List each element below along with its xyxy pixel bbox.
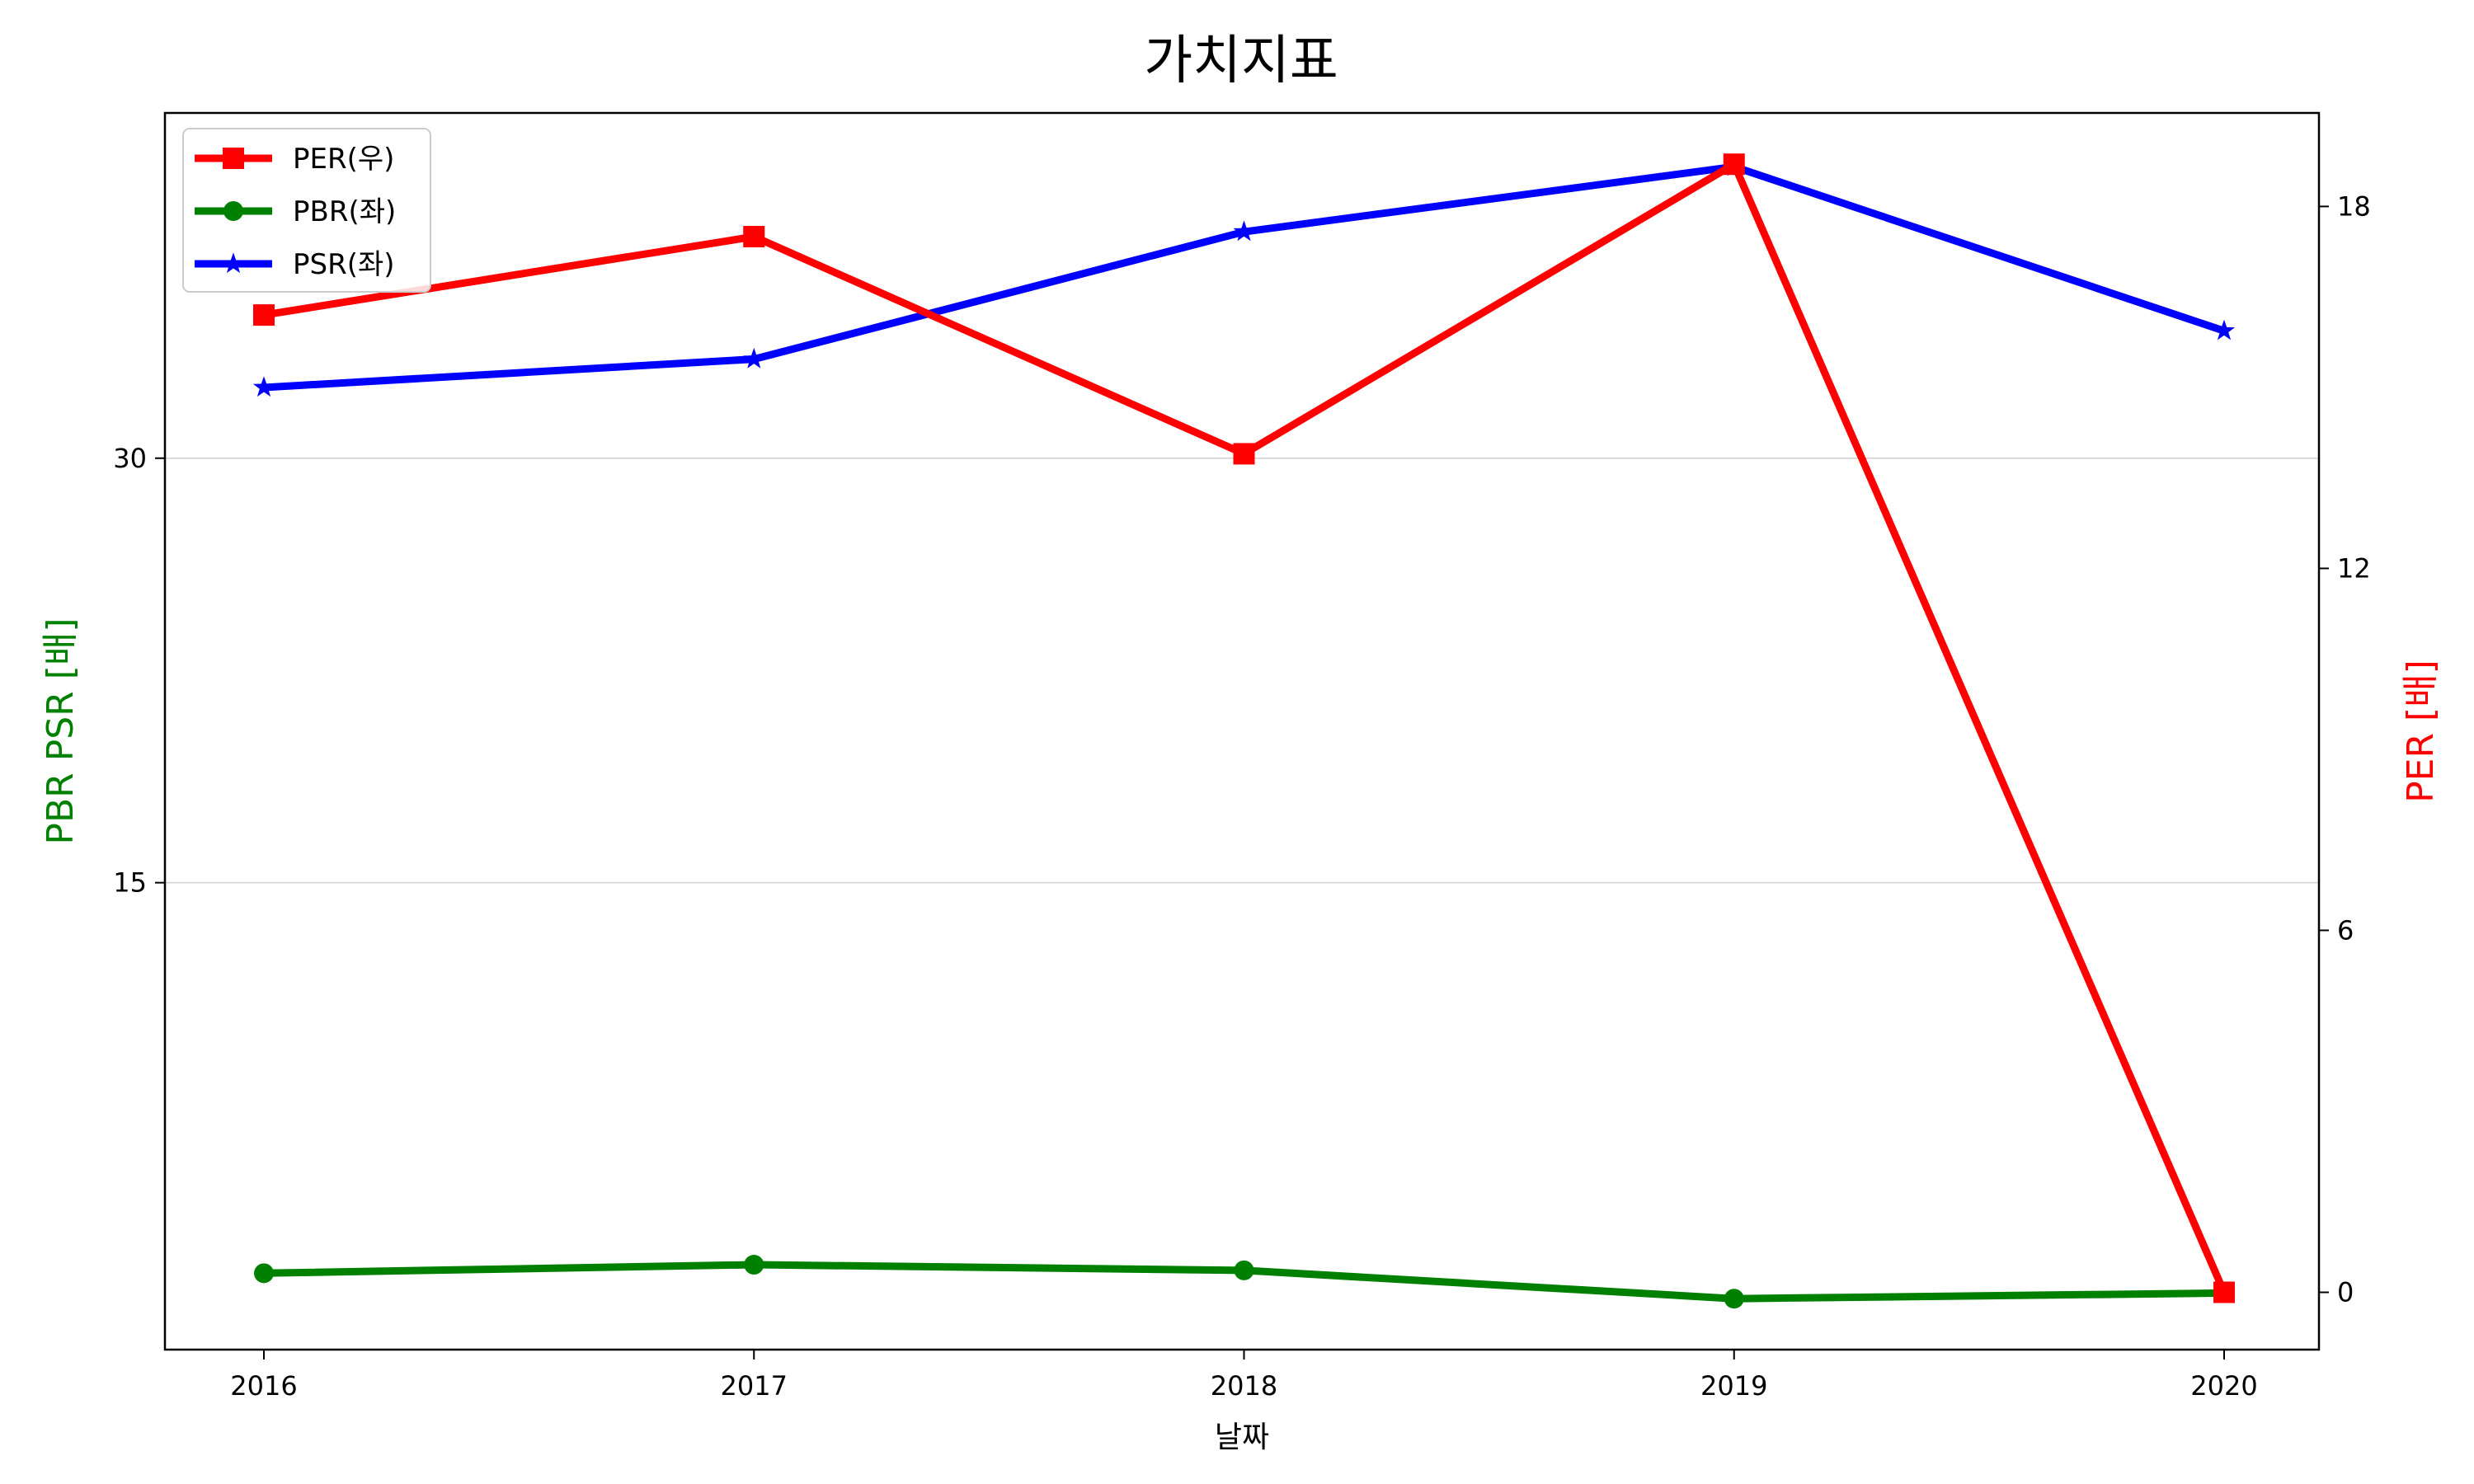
legend-marker-psr (222, 252, 245, 274)
data-point-pbr (1724, 1289, 1744, 1309)
y-right-tick-label: 18 (2337, 190, 2371, 222)
x-axis-label: 날짜 (1215, 1421, 1269, 1454)
data-point-pbr (1234, 1260, 1254, 1280)
data-point-per (743, 226, 765, 247)
legend-marker-pbr (223, 201, 243, 221)
chart-title: 가치지표 (1144, 31, 1338, 92)
x-tick-label: 2018 (1211, 1370, 1277, 1402)
x-tick-label: 2020 (2190, 1370, 2257, 1402)
series-line-per (260, 160, 2228, 1296)
data-point-per (1723, 153, 1745, 176)
data-point-per (2213, 1281, 2235, 1303)
series-layer (252, 153, 2236, 1309)
data-point-psr (252, 376, 275, 397)
data-point-pbr (744, 1255, 764, 1275)
legend-label-psr: PSR(좌) (293, 248, 395, 281)
y-left-tick-label: 15 (113, 867, 147, 899)
data-point-psr (743, 347, 765, 369)
legend: PER(우) PBR(좌) PSR(좌) (182, 128, 431, 293)
x-tick-label: 2019 (1700, 1370, 1767, 1402)
x-tick-label: 2016 (230, 1370, 297, 1402)
y-right-tick-label: 12 (2337, 552, 2371, 584)
grid-lines (165, 458, 2319, 884)
x-tick-label: 2017 (721, 1370, 788, 1402)
data-point-psr (2213, 319, 2236, 340)
legend-label-pbr: PBR(좌) (293, 195, 396, 228)
y-axis-right-label: PER [배] (2400, 660, 2442, 803)
data-point-per (1233, 443, 1255, 465)
y-left-tick-label: 30 (113, 443, 147, 474)
data-point-pbr (254, 1263, 274, 1284)
legend-marker-per (223, 148, 244, 169)
x-axis: 2016 2017 2018 2019 2020 (230, 1350, 2258, 1402)
y-axis-right: 0 6 12 18 (2319, 190, 2371, 1308)
y-right-tick-label: 6 (2337, 914, 2354, 946)
legend-box (182, 128, 431, 293)
series-line-psr (260, 162, 2228, 392)
data-point-psr (1233, 220, 1255, 242)
y-axis-left-label: PBR PSR [배] (40, 618, 82, 844)
legend-label-per: PER(우) (293, 143, 394, 176)
plot-frame (163, 111, 2321, 1351)
y-right-tick-label: 0 (2337, 1276, 2354, 1308)
data-point-per (253, 304, 275, 326)
